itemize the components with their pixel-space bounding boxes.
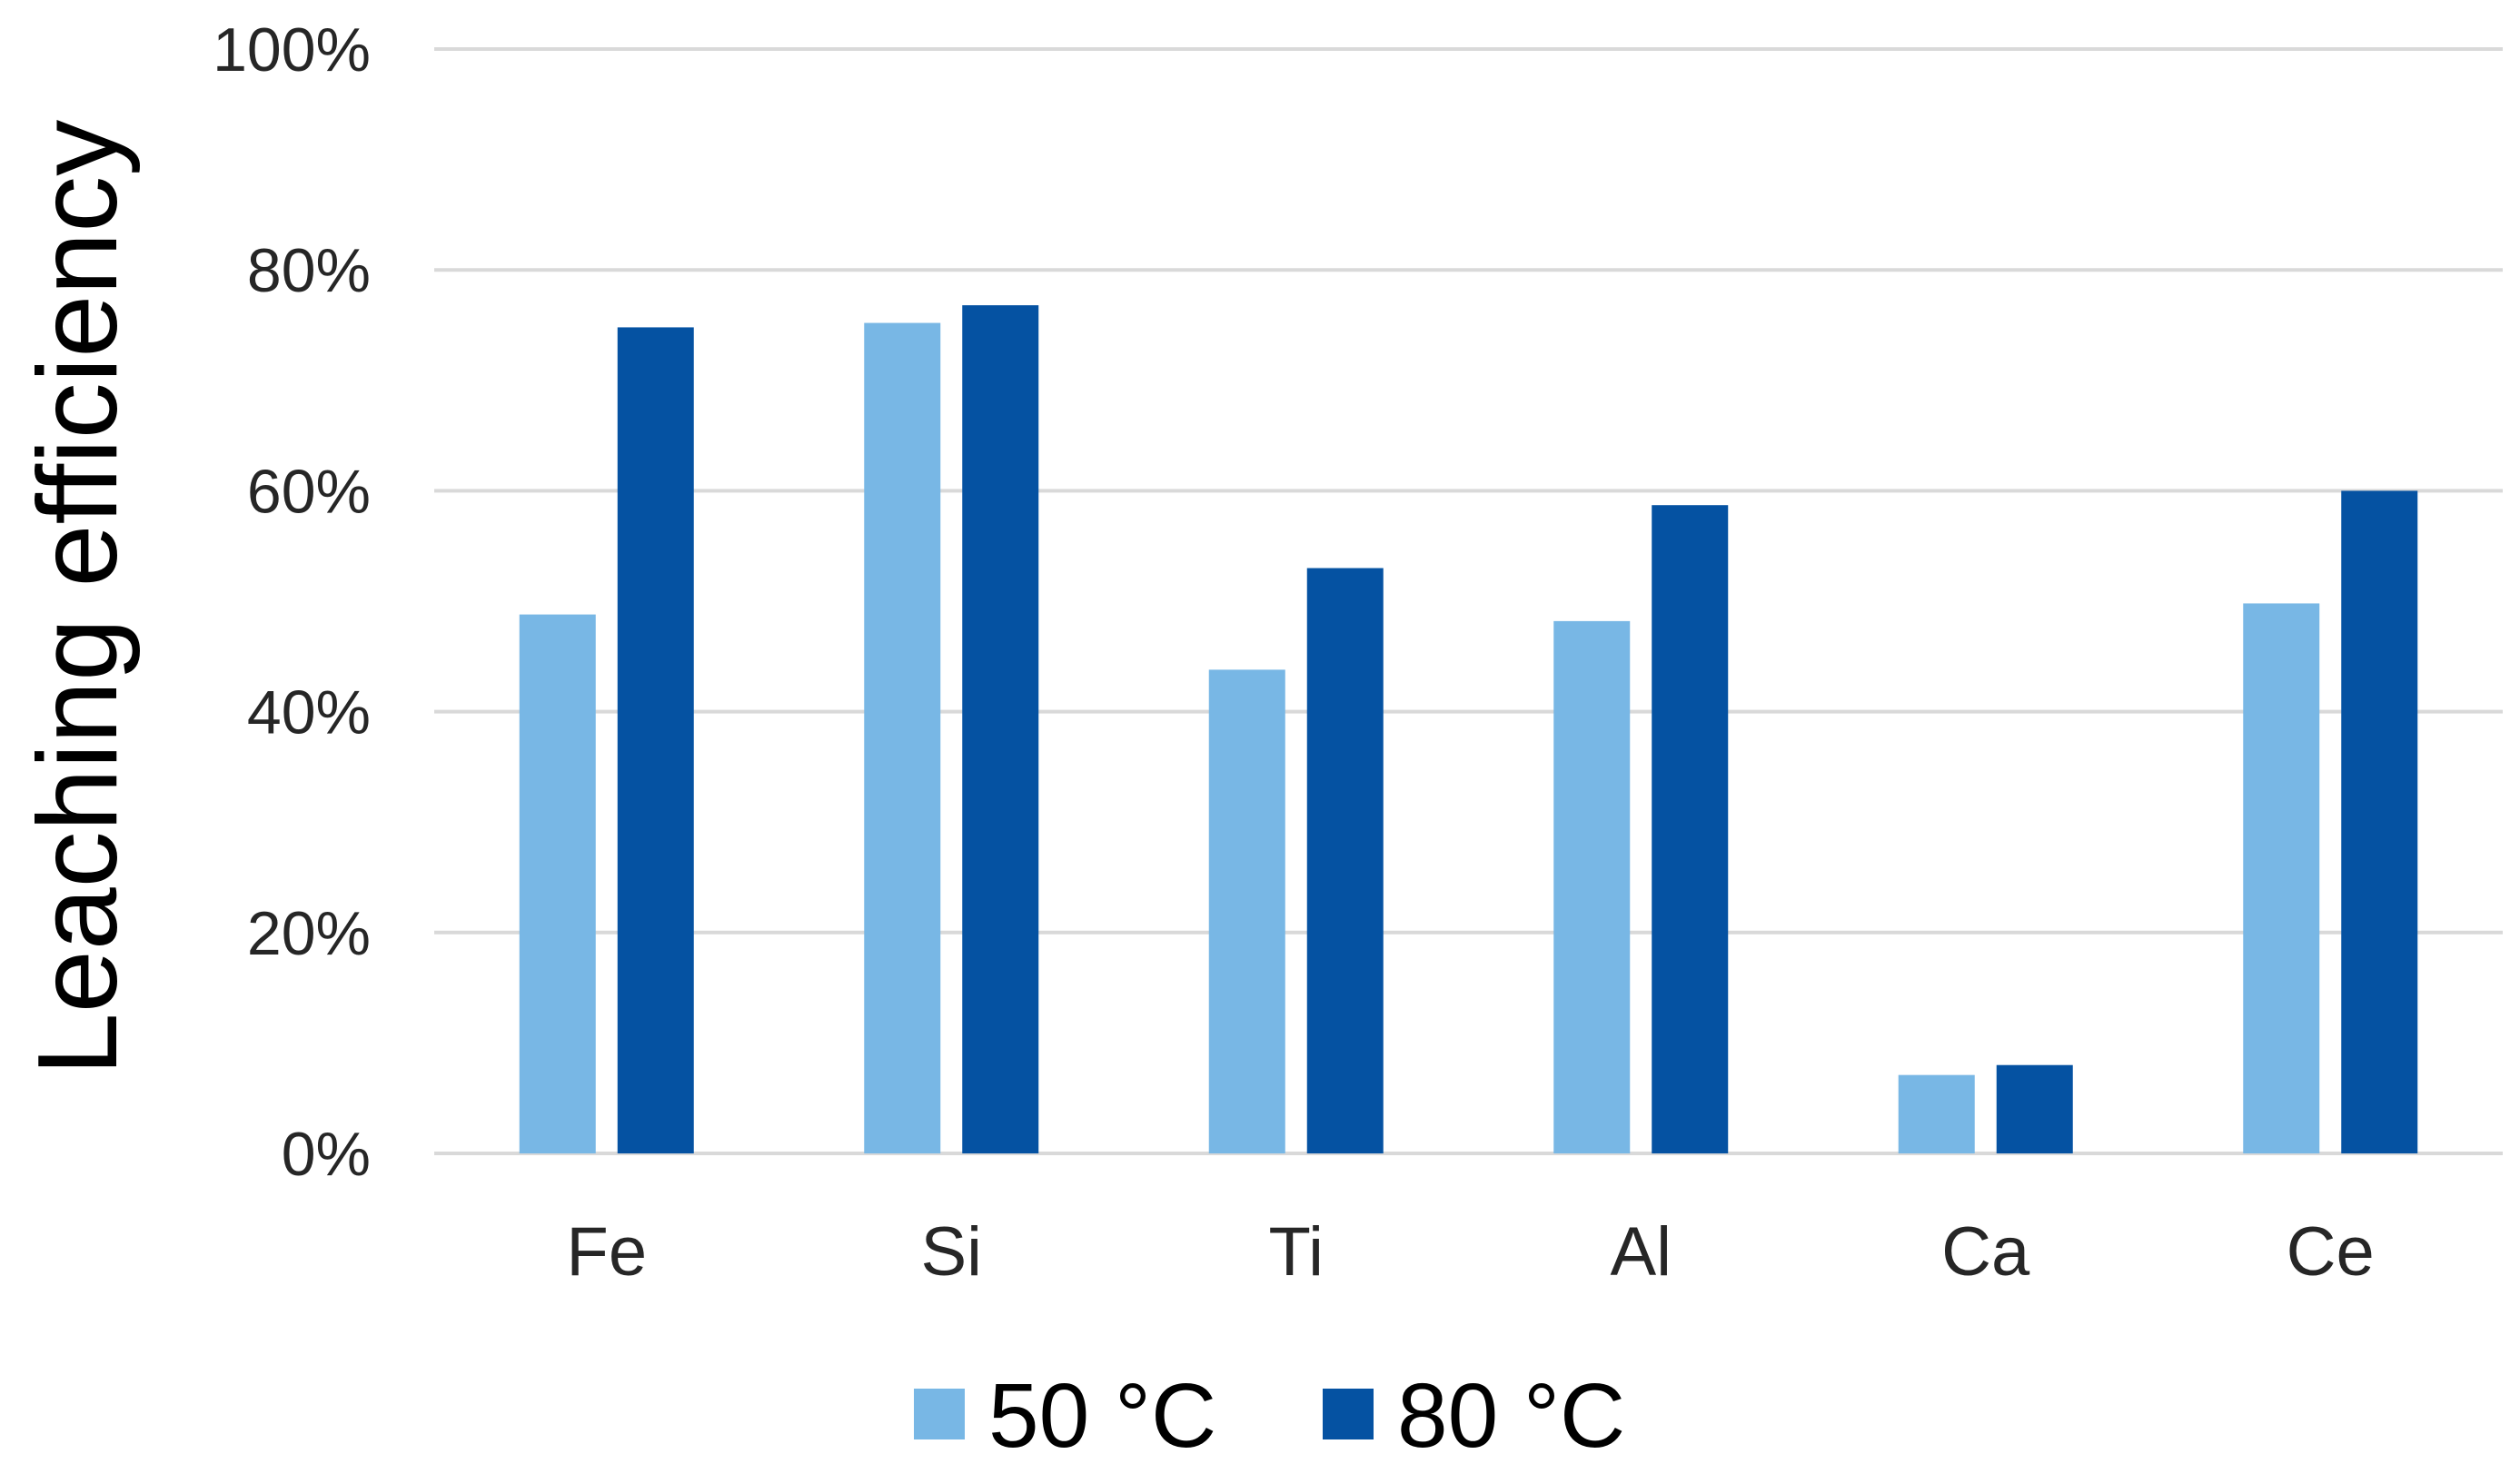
legend-swatch-50c (914, 1389, 965, 1439)
gridlines (434, 47, 2503, 1155)
bar-ca-80c (1996, 1064, 2073, 1153)
bar-fe-50c (519, 614, 596, 1153)
bar-ca-50c (1898, 1074, 1975, 1153)
x-axis-category-labels: Fe Si Ti Al Ca Ce (566, 1213, 2374, 1291)
y-axis-tick-labels: 0% 20% 40% 60% 80% 100% (213, 15, 371, 1189)
x-tick-label-si: Si (920, 1213, 982, 1291)
bar-ce-80c (2341, 490, 2418, 1153)
x-tick-label-al: Al (1610, 1213, 1672, 1291)
legend-swatch-80c (1323, 1389, 1374, 1439)
bar-al-50c (1553, 620, 1631, 1153)
y-tick-label: 60% (247, 457, 371, 526)
y-tick-label: 40% (247, 678, 371, 747)
legend: 50 °C 80 °C (914, 1365, 1625, 1464)
bar-si-50c (864, 322, 941, 1153)
legend-label-80c: 80 °C (1397, 1365, 1625, 1464)
y-tick-label: 20% (247, 899, 371, 968)
bar-ti-50c (1208, 669, 1285, 1153)
x-tick-label-ce: Ce (2287, 1213, 2375, 1291)
x-tick-label-ca: Ca (1941, 1213, 2030, 1291)
bars (519, 305, 2418, 1153)
y-axis-title: Leaching efficiency (15, 120, 141, 1075)
x-tick-label-fe: Fe (566, 1213, 647, 1291)
x-tick-label-ti: Ti (1269, 1213, 1324, 1291)
bar-si-80c (962, 305, 1039, 1153)
bar-ce-50c (2243, 603, 2320, 1153)
y-tick-label: 100% (213, 15, 371, 84)
y-tick-label: 80% (247, 236, 371, 305)
legend-label-50c: 50 °C (988, 1365, 1216, 1464)
y-tick-label: 0% (282, 1120, 371, 1189)
bar-ti-80c (1306, 568, 1384, 1153)
bar-fe-80c (617, 327, 694, 1153)
bar-al-80c (1652, 505, 1729, 1153)
